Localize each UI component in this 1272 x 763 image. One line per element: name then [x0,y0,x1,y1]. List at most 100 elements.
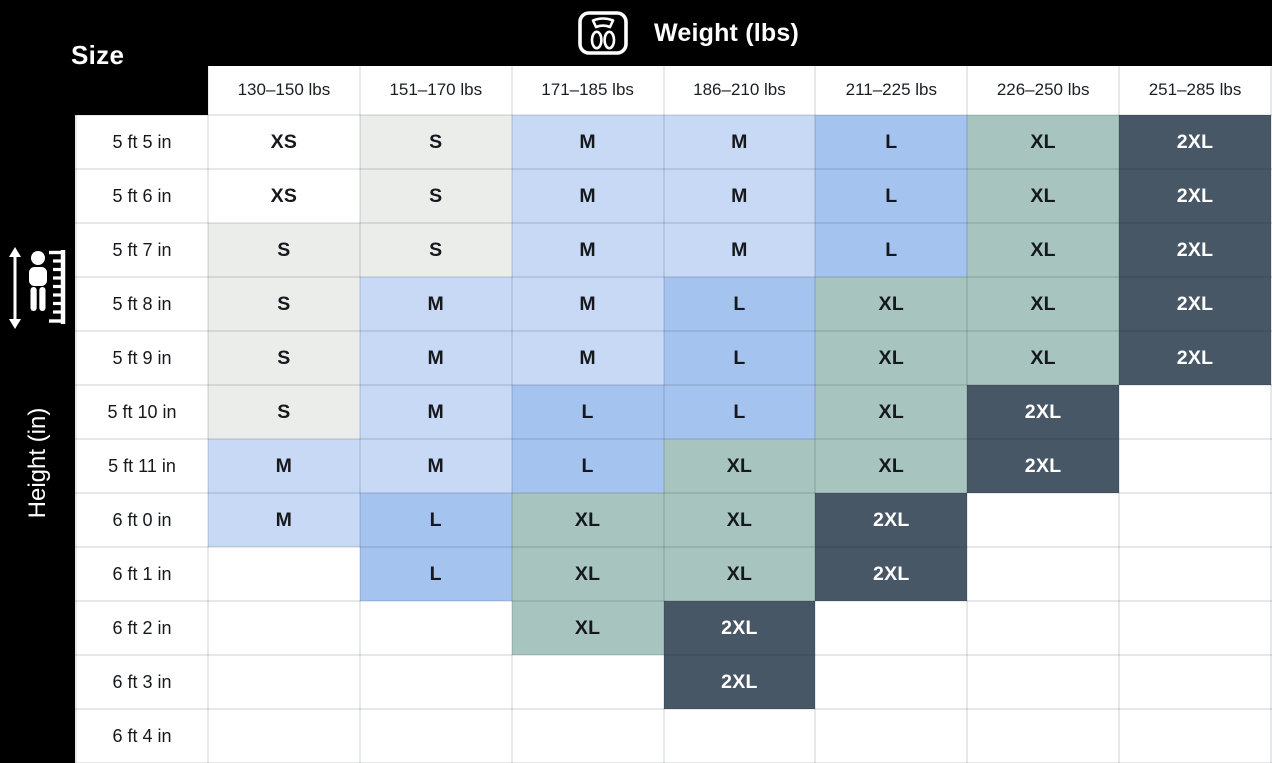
size-cell: L [510,438,665,494]
size-cell [1118,654,1272,710]
size-cell [966,600,1121,656]
size-cell: M [510,168,665,224]
size-cell: 2XL [814,492,969,548]
weight-column-header: 251–285 lbs [1118,66,1272,116]
size-cell: XL [662,438,817,494]
size-cell: M [662,168,817,224]
size-cell: XL [510,600,665,656]
size-cell: M [510,222,665,278]
height-row-label: 5 ft 10 in [75,384,209,440]
size-corner-label: Size [71,40,125,70]
size-cell [358,654,513,710]
height-row-label: 5 ft 8 in [75,276,209,332]
size-cell [966,546,1121,602]
size-cell: XS [207,114,361,170]
weight-column-header: 151–170 lbs [358,66,513,116]
size-cell [510,654,665,710]
size-cell [207,546,361,602]
size-cell: S [207,222,361,278]
height-row-label: 6 ft 2 in [75,600,209,656]
size-cell: S [207,330,361,386]
size-cell: XL [814,330,969,386]
size-cell: XL [662,492,817,548]
size-cell: XS [207,168,361,224]
size-cell: XL [966,114,1121,170]
table-row: 5 ft 7 in S S M M L XL 2XL [75,222,1272,278]
size-cell: L [662,330,817,386]
table-row: 6 ft 4 in [75,708,1272,763]
size-cell: XL [510,492,665,548]
size-cell: M [358,438,513,494]
size-cell [1118,600,1272,656]
size-cell: L [510,384,665,440]
size-cell [207,654,361,710]
size-cell: S [358,114,513,170]
height-sidebar: Height (in) [0,0,75,763]
size-cell: XL [966,168,1121,224]
size-cell: 2XL [662,600,817,656]
height-row-label: 5 ft 5 in [75,114,209,170]
size-cell: 2XL [966,384,1121,440]
height-measure-icon [6,246,70,335]
size-cell: S [207,384,361,440]
size-cell [1118,546,1272,602]
size-cell: M [207,492,361,548]
weight-column-header: 211–225 lbs [814,66,969,116]
size-cell: XL [966,222,1121,278]
table-row: 5 ft 9 in S M M L XL XL 2XL [75,330,1272,386]
size-cell: M [662,222,817,278]
size-cell: L [814,168,969,224]
weight-title-group: Weight (lbs) [578,0,799,66]
size-cell: XL [966,276,1121,332]
size-cell [662,708,817,763]
size-cell: 2XL [1118,114,1272,170]
size-cell [814,708,969,763]
weight-header-title: Weight (lbs) [654,18,799,47]
size-cell: S [358,222,513,278]
height-row-label: 5 ft 6 in [75,168,209,224]
size-cell: XL [966,330,1121,386]
size-cell: L [358,492,513,548]
size-corner-block: Size [0,0,207,115]
size-cell: L [814,222,969,278]
size-cell: M [358,276,513,332]
size-cell: 2XL [1118,168,1272,224]
size-cell: L [358,546,513,602]
weight-column-header: 171–185 lbs [510,66,665,116]
size-cell: XL [814,438,969,494]
height-row-label: 6 ft 1 in [75,546,209,602]
size-cell: M [510,276,665,332]
size-cell: 2XL [1118,330,1272,386]
size-table-body: 5 ft 5 in XS S M M L XL 2XL 5 ft 6 in XS S M M L XL 2XL… [75,114,1272,763]
size-cell [358,708,513,763]
size-cell [358,600,513,656]
weight-header-row: 130–150 lbs 151–170 lbs 171–185 lbs 186–210… [76,66,1272,116]
table-row: 5 ft 10 in S M L L XL 2XL [75,384,1272,440]
size-cell [814,600,969,656]
table-row: 6 ft 2 in XL 2XL [75,600,1272,656]
table-row: 5 ft 8 in S M M L XL XL 2XL [75,276,1272,332]
size-cell [966,492,1121,548]
height-row-label: 5 ft 11 in [75,438,209,494]
size-cell: M [207,438,361,494]
size-cell [207,708,361,763]
weight-column-header: 130–150 lbs [207,66,361,116]
size-cell [1118,384,1272,440]
size-cell: 2XL [1118,222,1272,278]
size-cell [1118,708,1272,763]
size-cell: 2XL [966,438,1121,494]
table-row: 5 ft 5 in XS S M M L XL 2XL [75,114,1272,170]
table-row: 5 ft 6 in XS S M M L XL 2XL [75,168,1272,224]
height-row-label: 6 ft 3 in [75,654,209,710]
size-cell: M [358,384,513,440]
size-cell [510,708,665,763]
size-cell: S [358,168,513,224]
size-cell: L [662,276,817,332]
table-row: 5 ft 11 in M M L XL XL 2XL [75,438,1272,494]
size-cell: L [662,384,817,440]
size-cell [966,654,1121,710]
table-row: 6 ft 0 in M L XL XL 2XL [75,492,1272,548]
table-row: 6 ft 3 in 2XL [75,654,1272,710]
size-cell: S [207,276,361,332]
